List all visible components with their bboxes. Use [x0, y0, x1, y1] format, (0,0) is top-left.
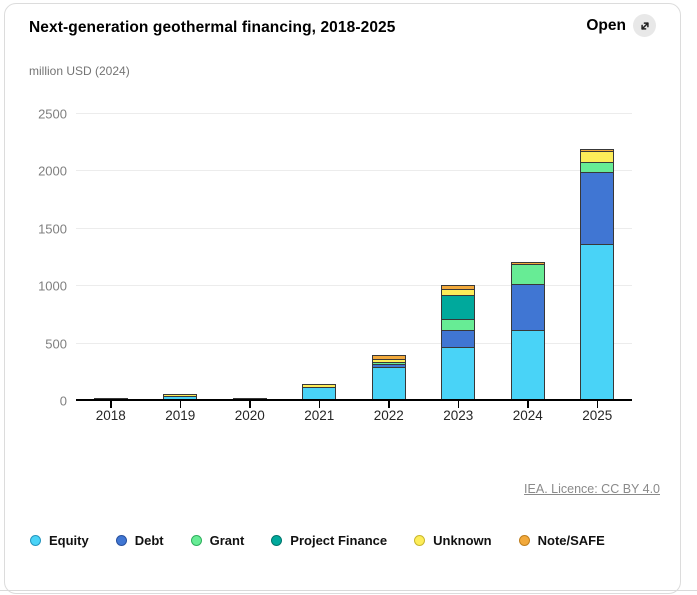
gridline [76, 170, 632, 171]
x-tick-label: 2020 [234, 408, 265, 423]
bar-slot [354, 354, 424, 401]
legend-item-equity[interactable]: Equity [30, 533, 89, 548]
y-tick-label: 2500 [38, 106, 67, 121]
segment-2021-equity[interactable] [302, 387, 337, 401]
bar-slot [285, 383, 355, 401]
segment-2023-debt[interactable] [441, 330, 476, 347]
segment-2024-debt[interactable] [510, 284, 545, 330]
y-tick-label: 1000 [38, 278, 67, 294]
gridline [76, 342, 632, 344]
x-tick-mark [249, 401, 251, 408]
x-tick-mark [527, 401, 529, 408]
segment-2021-unknown[interactable] [302, 383, 337, 388]
attribution-link[interactable]: IEA. Licence: CC BY 4.0 [524, 482, 660, 496]
segment-2024-note-safe[interactable] [510, 261, 545, 265]
segment-2023-project-finance[interactable] [441, 295, 476, 319]
y-tick-label: 1500 [38, 221, 67, 236]
legend-label: Project Finance [290, 533, 388, 548]
x-tick-mark [110, 401, 112, 408]
bar-slot [563, 149, 633, 401]
x-tick-label: 2021 [304, 408, 335, 423]
x-tick-label: 2024 [512, 408, 543, 423]
x-tick-mark [388, 401, 390, 408]
y-tick-label: 0 [59, 393, 67, 409]
x-tick-mark [318, 401, 320, 408]
legend-marker-icon [30, 535, 41, 546]
gridline [76, 112, 632, 114]
legend-label: Equity [49, 533, 89, 548]
segment-2023-unknown[interactable] [441, 289, 476, 296]
segment-2019-unknown[interactable] [163, 394, 198, 396]
legend-marker-icon [518, 535, 530, 546]
segment-2022-note-safe[interactable] [371, 354, 406, 360]
x-tick-label: 2019 [165, 408, 196, 423]
page-bottom-divider [0, 590, 697, 591]
legend-item-grant[interactable]: Grant [190, 533, 245, 548]
bar-2025[interactable] [580, 149, 615, 401]
legend-marker-icon [190, 535, 202, 546]
bar-slot [493, 261, 563, 401]
legend-item-note-safe[interactable]: Note/SAFE [518, 533, 605, 548]
bar-2019[interactable] [163, 394, 198, 401]
segment-2024-grant[interactable] [510, 264, 545, 285]
gridline [76, 285, 632, 286]
segment-2025-note-safe[interactable] [580, 149, 615, 152]
legend-label: Unknown [433, 533, 492, 548]
legend-marker-icon [115, 535, 127, 546]
y-axis-unit-label: million USD (2024) [29, 64, 130, 78]
legend-label: Note/SAFE [537, 533, 605, 548]
y-tick-label: 500 [45, 336, 67, 351]
segment-2023-equity[interactable] [441, 346, 476, 401]
segment-2020-project-finance[interactable] [232, 397, 267, 400]
bar-2021[interactable] [302, 383, 337, 401]
segment-2022-equity[interactable] [371, 367, 406, 401]
x-tick-mark [457, 401, 459, 408]
bar-slot [424, 285, 494, 401]
bar-slot [146, 394, 216, 401]
x-axis-labels: 2018 2019 2020 2021 2022 2023 2024 2025 [76, 408, 632, 423]
bar-2024[interactable] [510, 261, 545, 401]
legend-label: Grant [209, 533, 245, 548]
segment-2024-equity[interactable] [510, 329, 545, 401]
y-tick-label: 2000 [38, 163, 67, 179]
segment-2025-debt[interactable] [580, 172, 615, 244]
segment-2023-note-safe[interactable] [441, 285, 476, 290]
segment-2025-unknown[interactable] [580, 151, 615, 163]
x-tick-label: 2022 [373, 408, 404, 423]
x-tick-label: 2018 [95, 408, 126, 423]
open-button[interactable]: Open [586, 14, 656, 37]
bar-2022[interactable] [371, 354, 406, 401]
x-tick-mark [596, 401, 598, 408]
legend-item-unknown[interactable]: Unknown [414, 533, 492, 548]
chart-title: Next-generation geothermal financing, 20… [29, 19, 396, 36]
gridline [76, 227, 632, 229]
legend-marker-icon [414, 535, 426, 546]
segment-2023-grant[interactable] [441, 318, 476, 331]
legend-item-debt[interactable]: Debt [115, 533, 164, 548]
x-axis-line [76, 399, 632, 401]
chart-card: Next-generation geothermal financing, 20… [4, 3, 681, 594]
bar-2023[interactable] [441, 285, 476, 401]
segment-2022-grant[interactable] [371, 361, 406, 365]
legend-marker-icon [271, 535, 283, 546]
segment-2019-equity[interactable] [163, 395, 198, 401]
segment-2022-debt[interactable] [371, 364, 406, 368]
plot-area [76, 104, 632, 408]
open-button-label: Open [586, 16, 626, 34]
y-axis: 0 500 1000 1500 2000 2500 [5, 104, 67, 409]
legend-item-project-finance[interactable]: Project Finance [271, 533, 387, 548]
legend-label: Debt [134, 533, 164, 548]
x-tick-label: 2023 [443, 408, 474, 423]
expand-diagonal-icon [633, 14, 656, 37]
segment-2025-equity[interactable] [580, 243, 615, 401]
bars-row [76, 104, 632, 401]
legend: Equity Debt Grant Project Finance Unknown Not… [30, 533, 605, 548]
segment-2025-grant[interactable] [580, 162, 615, 173]
x-tick-label: 2025 [582, 408, 613, 423]
x-tick-mark [179, 401, 181, 408]
segment-2022-unknown[interactable] [371, 359, 406, 362]
